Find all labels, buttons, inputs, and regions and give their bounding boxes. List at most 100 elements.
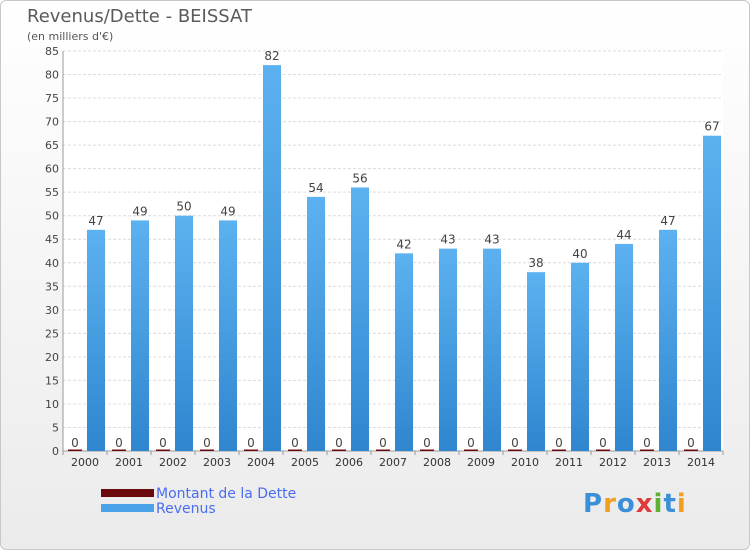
x-tick-label: 2009 — [467, 456, 495, 469]
x-tick-label: 2007 — [379, 456, 407, 469]
revenue-bar — [615, 243, 633, 451]
legend-label-debt: Montant de la Dette — [156, 486, 297, 502]
y-tick-label: 40 — [45, 257, 59, 270]
debt-bar — [288, 449, 302, 451]
y-tick-label: 0 — [52, 445, 59, 458]
revenue-value-label: 82 — [264, 49, 279, 63]
debt-value-label: 0 — [687, 436, 695, 450]
y-tick-label: 30 — [45, 304, 59, 317]
y-tick-label: 15 — [45, 374, 59, 387]
revenue-bar — [219, 220, 237, 451]
revenue-value-label: 40 — [572, 247, 587, 261]
logo-letter: i — [676, 489, 687, 519]
y-tick-label: 85 — [45, 45, 59, 58]
revenue-bar — [659, 229, 677, 451]
revenue-bar — [131, 220, 149, 451]
debt-value-label: 0 — [203, 436, 211, 450]
debt-value-label: 0 — [467, 436, 475, 450]
y-tick-label: 10 — [45, 398, 59, 411]
debt-value-label: 0 — [71, 436, 79, 450]
revenue-bar — [395, 253, 413, 451]
y-tick-label: 45 — [45, 233, 59, 246]
debt-bar — [112, 449, 126, 451]
y-tick-label: 35 — [45, 280, 59, 293]
y-tick-label: 70 — [45, 116, 59, 129]
debt-bar — [420, 449, 434, 451]
logo-letter: i — [653, 489, 664, 519]
x-tick-label: 2011 — [555, 456, 583, 469]
debt-value-label: 0 — [643, 436, 651, 450]
revenue-bar — [483, 248, 501, 451]
x-tick-label: 2005 — [291, 456, 319, 469]
revenue-value-label: 43 — [440, 233, 455, 247]
debt-value-label: 0 — [247, 436, 255, 450]
revenue-value-label: 38 — [528, 256, 543, 270]
x-tick-label: 2006 — [335, 456, 363, 469]
debt-value-label: 0 — [423, 436, 431, 450]
x-tick-label: 2000 — [71, 456, 99, 469]
legend-label-revenue: Revenus — [156, 501, 216, 517]
x-tick-label: 2008 — [423, 456, 451, 469]
logo-letter: o — [616, 489, 636, 519]
chart-subtitle: (en milliers d'€) — [27, 30, 114, 43]
revenue-value-label: 43 — [484, 233, 499, 247]
y-tick-label: 75 — [45, 92, 59, 105]
debt-bar — [684, 449, 698, 451]
x-tick-label: 2001 — [115, 456, 143, 469]
debt-value-label: 0 — [115, 436, 123, 450]
proxiti-logo: Proxiti — [583, 489, 687, 519]
x-tick-label: 2004 — [247, 456, 275, 469]
debt-value-label: 0 — [599, 436, 607, 450]
revenue-value-label: 56 — [352, 171, 367, 185]
debt-bar — [200, 449, 214, 451]
x-tick-label: 2012 — [599, 456, 627, 469]
debt-bar — [376, 449, 390, 451]
debt-bar — [464, 449, 478, 451]
revenue-bar — [307, 196, 325, 451]
revenue-value-label: 67 — [704, 120, 719, 134]
debt-value-label: 0 — [291, 436, 299, 450]
revenue-bar — [175, 215, 193, 451]
logo-letter: r — [603, 489, 617, 519]
revenue-bar — [351, 187, 369, 451]
revenue-value-label: 44 — [616, 228, 631, 242]
logo-letter: t — [663, 489, 677, 519]
x-tick-label: 2002 — [159, 456, 187, 469]
debt-bar — [156, 449, 170, 451]
debt-bar — [68, 449, 82, 451]
revenue-value-label: 42 — [396, 237, 411, 251]
y-tick-label: 60 — [45, 163, 59, 176]
legend-swatch-debt — [101, 489, 154, 497]
plot-area — [63, 51, 723, 451]
x-tick-label: 2014 — [687, 456, 715, 469]
legend-swatch-revenue — [101, 504, 154, 512]
debt-bar — [332, 449, 346, 451]
revenue-bar — [87, 229, 105, 451]
revenue-bar — [439, 248, 457, 451]
debt-value-label: 0 — [511, 436, 519, 450]
y-tick-label: 50 — [45, 210, 59, 223]
y-tick-label: 25 — [45, 327, 59, 340]
debt-value-label: 0 — [555, 436, 563, 450]
revenue-value-label: 47 — [660, 214, 675, 228]
revenue-value-label: 50 — [176, 200, 191, 214]
debt-bar — [508, 449, 522, 451]
y-tick-label: 20 — [45, 351, 59, 364]
revenue-value-label: 54 — [308, 181, 323, 195]
revenue-value-label: 47 — [88, 214, 103, 228]
x-tick-label: 2013 — [643, 456, 671, 469]
chart-title: Revenus/Dette - BEISSAT — [27, 6, 252, 27]
debt-value-label: 0 — [335, 436, 343, 450]
debt-value-label: 0 — [379, 436, 387, 450]
y-tick-label: 80 — [45, 69, 59, 82]
debt-value-label: 0 — [159, 436, 167, 450]
logo-letter: x — [635, 489, 654, 519]
debt-bar — [552, 449, 566, 451]
y-tick-label: 5 — [52, 421, 59, 434]
y-tick-label: 55 — [45, 186, 59, 199]
revenue-bar — [527, 272, 545, 451]
revenue-bar — [703, 135, 721, 452]
y-tick-label: 65 — [45, 139, 59, 152]
